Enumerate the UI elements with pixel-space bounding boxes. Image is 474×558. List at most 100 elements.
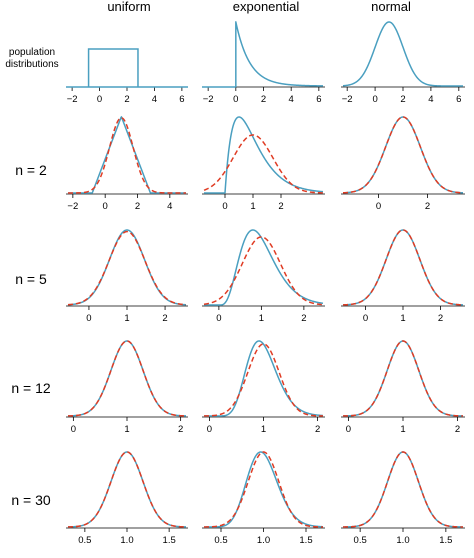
distribution-curve <box>342 116 464 194</box>
distribution-curve <box>204 340 324 417</box>
normal-approximation-curve <box>203 343 324 417</box>
x-tick-label: 0 <box>222 201 227 212</box>
panel-normal-n5: 0 1 2 <box>341 229 465 324</box>
x-tick-label: −2 <box>67 201 78 212</box>
x-tick-label: 2 <box>162 313 167 324</box>
normal-approximation-curve <box>342 116 464 194</box>
row-label-population: population distributions <box>5 47 58 70</box>
x-tick-label: −2 <box>67 94 78 105</box>
panel-exponential-n30: 0.5 1.0 1.5 <box>202 451 325 546</box>
panel-uniform-n2: −2 0 2 4 <box>66 115 188 212</box>
x-tick-label: 6 <box>179 94 184 105</box>
x-tick-label: 0 <box>372 94 377 105</box>
x-tick-label: 4 <box>152 94 157 105</box>
x-tick-label: 2 <box>315 424 320 435</box>
row-label-n12: n = 12 <box>11 380 51 396</box>
x-tick-label: 4 <box>167 201 172 212</box>
distribution-curve <box>67 451 187 528</box>
panel-normal-n12: 0 1 2 <box>341 340 465 435</box>
distribution-curve <box>67 340 187 417</box>
x-tick-label: 1 <box>261 424 266 435</box>
x-tick-label: 0.5 <box>214 535 227 546</box>
normal-approximation-curve <box>342 229 464 306</box>
x-tick-label: 1 <box>124 424 129 435</box>
normal-approximation-curve <box>67 340 187 417</box>
normal-approximation-curve <box>343 340 463 417</box>
x-tick-label: 2 <box>278 201 283 212</box>
x-tick-label: 1.0 <box>257 535 270 546</box>
normal-approximation-curve <box>203 134 324 194</box>
panel-uniform-population: −2 0 2 4 6 <box>66 48 188 105</box>
x-tick-label: 2 <box>178 424 183 435</box>
distribution-curve <box>235 21 323 87</box>
x-tick-label: −2 <box>342 94 353 105</box>
x-tick-label: 1.0 <box>396 535 409 546</box>
normal-approximation-curve <box>67 230 187 306</box>
x-tick-label: 0.5 <box>78 535 91 546</box>
x-tick-label: 0.5 <box>354 535 367 546</box>
panel-uniform-n5: 0 1 2 <box>66 229 188 324</box>
x-tick-label: 2 <box>425 201 430 212</box>
x-tick-label: 1 <box>250 201 255 212</box>
distribution-curve <box>204 229 324 306</box>
x-tick-label: 4 <box>428 94 433 105</box>
panel-uniform-n30: 0.5 1.0 1.5 <box>66 451 188 546</box>
x-tick-label: 6 <box>456 94 461 105</box>
x-tick-label: 0 <box>376 201 381 212</box>
distribution-curve <box>343 340 463 417</box>
distribution-curve <box>204 451 324 528</box>
x-tick-label: 1.5 <box>439 535 452 546</box>
panel-exponential-n2: 0 1 2 <box>202 116 325 212</box>
x-tick-label: 0 <box>86 313 91 324</box>
x-tick-label: 1 <box>400 313 405 324</box>
normal-approximation-curve <box>68 117 186 194</box>
panel-uniform-n12: 0 1 2 <box>66 340 188 435</box>
x-tick-label: 1.5 <box>163 535 176 546</box>
distribution-curve <box>342 229 464 306</box>
normal-approximation-curve <box>203 236 324 306</box>
normal-approximation-curve <box>343 451 463 528</box>
panel-exponential-n12: 0 1 2 <box>202 340 325 435</box>
x-tick-label: 1.0 <box>120 535 133 546</box>
panel-normal-n30: 0.5 1.0 1.5 <box>341 451 465 546</box>
x-tick-label: 4 <box>289 94 294 105</box>
x-tick-label: 2 <box>400 94 405 105</box>
x-tick-label: 2 <box>135 201 140 212</box>
x-tick-label: 2 <box>455 424 460 435</box>
row-label-n2: n = 2 <box>15 162 47 178</box>
x-tick-label: 1.5 <box>299 535 312 546</box>
x-tick-label: 1 <box>400 424 405 435</box>
x-tick-label: 2 <box>438 313 443 324</box>
panel-exponential-population: −2 0 2 4 6 <box>202 21 325 105</box>
normal-approximation-curve <box>204 451 323 528</box>
panel-exponential-n5: 0 1 2 <box>202 229 325 324</box>
x-tick-label: 0 <box>363 313 368 324</box>
x-tick-label: 0 <box>233 94 238 105</box>
panel-normal-population: −2 0 2 4 6 <box>341 21 465 105</box>
x-tick-label: 0 <box>216 313 221 324</box>
x-tick-label: 1 <box>124 313 129 324</box>
x-tick-label: 0 <box>346 424 351 435</box>
x-tick-label: 6 <box>316 94 321 105</box>
x-tick-label: 2 <box>301 313 306 324</box>
column-title-uniform: uniform <box>107 0 150 14</box>
distribution-curve <box>67 229 187 306</box>
distribution-curve <box>342 21 463 87</box>
column-title-exponential: exponential <box>233 0 300 14</box>
x-tick-label: −2 <box>203 94 214 105</box>
row-label-n30: n = 30 <box>11 492 51 508</box>
x-tick-label: 0 <box>97 94 102 105</box>
x-tick-label: 1 <box>259 313 264 324</box>
panels-grid: −2 0 2 4 6 −2 0 2 4 6 −2 0 2 4 6−2 0 2 4 0 1 2 0 20 1 2 0 1 2 0 1 20 1 2… <box>66 21 465 546</box>
distribution-curve <box>204 116 324 194</box>
x-tick-label: 0 <box>207 424 212 435</box>
x-tick-label: 2 <box>124 94 129 105</box>
x-tick-label: 2 <box>261 94 266 105</box>
distribution-curve <box>87 48 139 87</box>
x-tick-label: 0 <box>71 424 76 435</box>
distribution-curve <box>343 451 463 528</box>
row-label-n5: n = 5 <box>15 271 47 287</box>
column-title-normal: normal <box>371 0 411 14</box>
